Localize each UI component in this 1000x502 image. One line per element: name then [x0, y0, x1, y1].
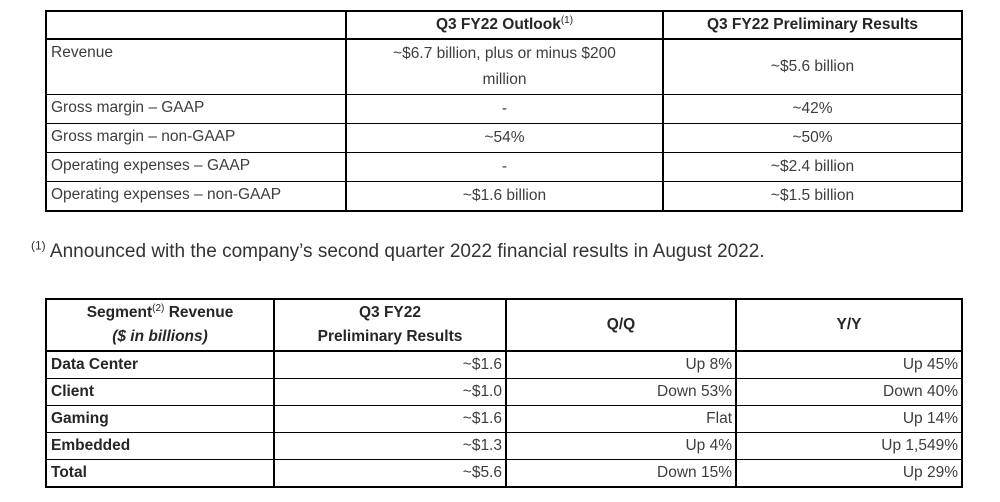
table-row: Gaming ~$1.6 Flat Up 14%	[45, 405, 963, 433]
outlook-footnote-marker: (1)	[560, 14, 574, 26]
table-row: Gross margin – non-GAAP ~54% ~50%	[45, 123, 963, 153]
preliminary-value-cell: ~$5.6 billion	[662, 38, 963, 95]
outlook-value-cell: ~$6.7 billion, plus or minus $200 millio…	[345, 38, 664, 95]
segment-header-line1: Segment(2) Revenue	[86, 302, 234, 321]
qq-value-cell: Up 8%	[505, 350, 737, 379]
yy-value-cell: Down 40%	[735, 378, 963, 406]
outlook-value-cell: ~$1.6 billion	[345, 181, 664, 212]
table-row: Operating expenses – GAAP - ~$2.4 billio…	[45, 152, 963, 182]
table-row: Embedded ~$1.3 Up 4% Up 1,549%	[45, 432, 963, 460]
table-row: Total ~$5.6 Down 15% Up 29%	[45, 459, 963, 488]
segment-header-cell: Segment(2) Revenue ($ in billions)	[45, 298, 275, 352]
footnote: (1) Announced with the company’s second …	[31, 239, 1000, 265]
preliminary-value-cell: ~$2.4 billion	[662, 152, 963, 182]
table-row: Data Center ~$1.6 Up 8% Up 45%	[45, 350, 963, 379]
segment-name-cell: Gaming	[45, 405, 275, 433]
outlook-value-cell: -	[345, 94, 664, 124]
preliminary-results-header-cell: Q3 FY22 Preliminary Results	[273, 298, 507, 352]
row-label-cell: Gross margin – non-GAAP	[45, 123, 347, 153]
yy-value-cell: Up 45%	[735, 350, 963, 379]
qq-value-cell: Down 53%	[505, 378, 737, 406]
yy-header-cell: Y/Y	[735, 298, 963, 352]
segment-footnote-marker: (2)	[152, 302, 165, 314]
footnote-marker: (1)	[31, 238, 46, 253]
outlook-header-preliminary-cell: Q3 FY22 Preliminary Results	[662, 10, 963, 40]
preliminary-header-line1: Q3 FY22	[358, 304, 422, 321]
yy-value-cell: Up 29%	[735, 459, 963, 488]
table-row: Gross margin – GAAP - ~42%	[45, 94, 963, 124]
revenue-value-cell: ~$5.6	[273, 459, 507, 488]
outlook-header-outlook-label: Q3 FY22 Outlook	[435, 16, 561, 33]
segment-revenue-table: Segment(2) Revenue ($ in billions) Q3 FY…	[45, 298, 963, 488]
outlook-value-cell: ~54%	[345, 123, 664, 153]
revenue-value-cell: ~$1.3	[273, 432, 507, 460]
row-label-cell: Operating expenses – non-GAAP	[45, 181, 347, 212]
segment-name-cell: Client	[45, 378, 275, 406]
preliminary-value-cell: ~50%	[662, 123, 963, 153]
outlook-results-table: Q3 FY22 Outlook(1) Q3 FY22 Preliminary R…	[45, 10, 963, 212]
preliminary-header-line2: Preliminary Results	[317, 328, 463, 345]
qq-header-cell: Q/Q	[505, 298, 737, 352]
table-row: Revenue ~$6.7 billion, plus or minus $20…	[45, 38, 963, 95]
preliminary-value-cell: ~$1.5 billion	[662, 181, 963, 212]
segment-name-cell: Total	[45, 459, 275, 488]
qq-value-cell: Down 15%	[505, 459, 737, 488]
outlook-header-blank-cell	[45, 10, 347, 40]
outlook-header-outlook-cell: Q3 FY22 Outlook(1)	[345, 10, 664, 40]
qq-value-cell: Up 4%	[505, 432, 737, 460]
row-label-cell: Operating expenses – GAAP	[45, 152, 347, 182]
row-label-cell: Gross margin – GAAP	[45, 94, 347, 124]
outlook-table-header-row: Q3 FY22 Outlook(1) Q3 FY22 Preliminary R…	[45, 10, 963, 40]
segment-name-cell: Embedded	[45, 432, 275, 460]
table-row: Operating expenses – non-GAAP ~$1.6 bill…	[45, 181, 963, 212]
revenue-value-cell: ~$1.0	[273, 378, 507, 406]
table-row: Client ~$1.0 Down 53% Down 40%	[45, 378, 963, 406]
yy-value-cell: Up 1,549%	[735, 432, 963, 460]
segment-name-cell: Data Center	[45, 350, 275, 379]
qq-value-cell: Flat	[505, 405, 737, 433]
revenue-value-cell: ~$1.6	[273, 350, 507, 379]
yy-value-cell: Up 14%	[735, 405, 963, 433]
revenue-value-cell: ~$1.6	[273, 405, 507, 433]
row-label-cell: Revenue	[45, 38, 347, 95]
preliminary-value-cell: ~42%	[662, 94, 963, 124]
segment-table-header-row: Segment(2) Revenue ($ in billions) Q3 FY…	[45, 298, 963, 352]
outlook-value-cell: -	[345, 152, 664, 182]
footnote-text: Announced with the company’s second quar…	[45, 241, 765, 262]
segment-header-line2: ($ in billions)	[112, 328, 208, 345]
